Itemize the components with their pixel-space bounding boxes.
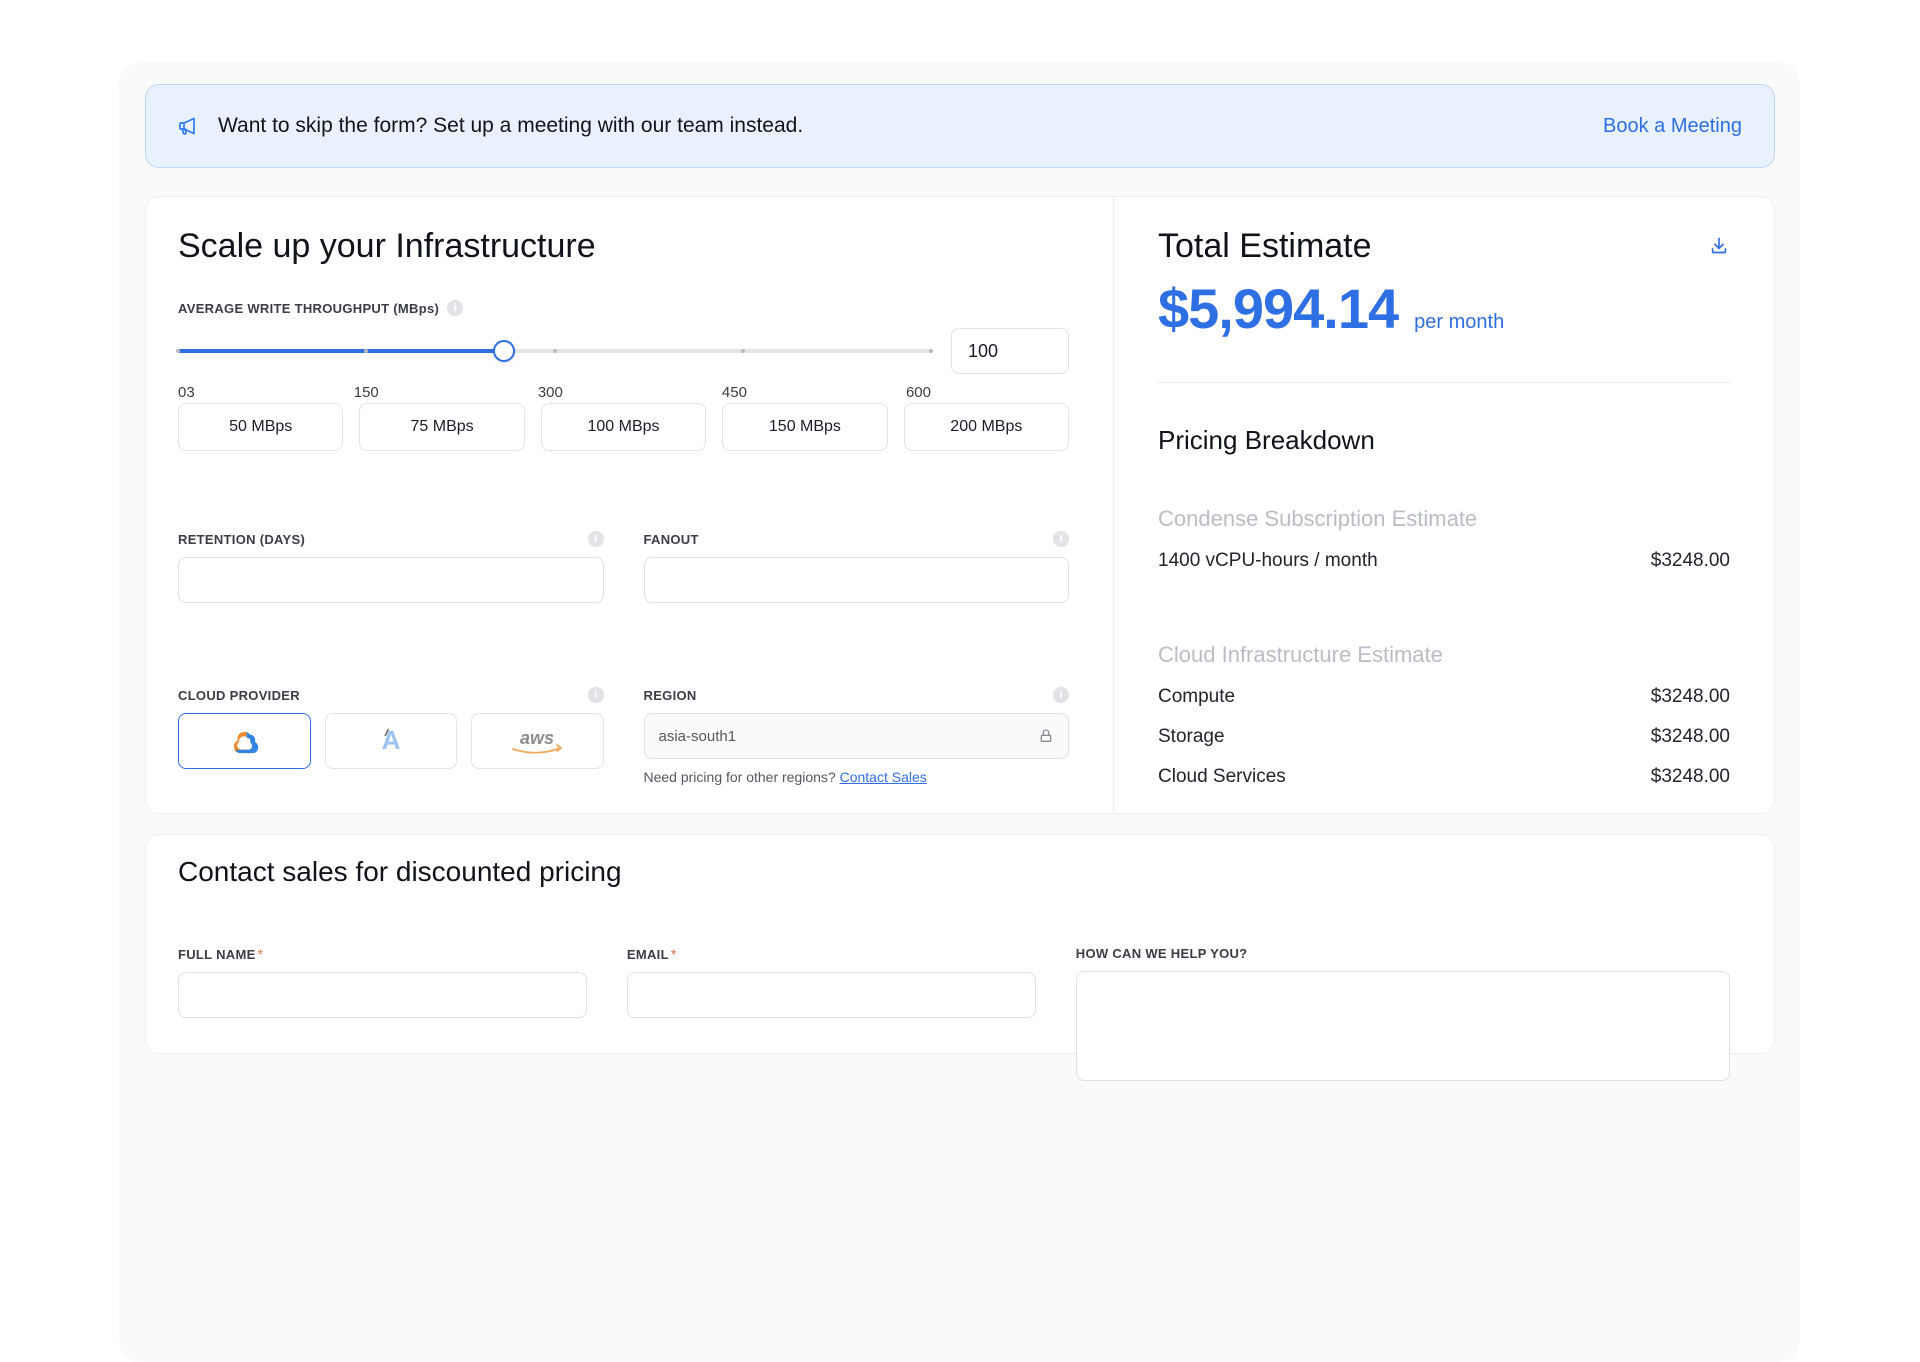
svg-text:A: A [381, 726, 400, 755]
svg-text:aws: aws [520, 728, 554, 748]
